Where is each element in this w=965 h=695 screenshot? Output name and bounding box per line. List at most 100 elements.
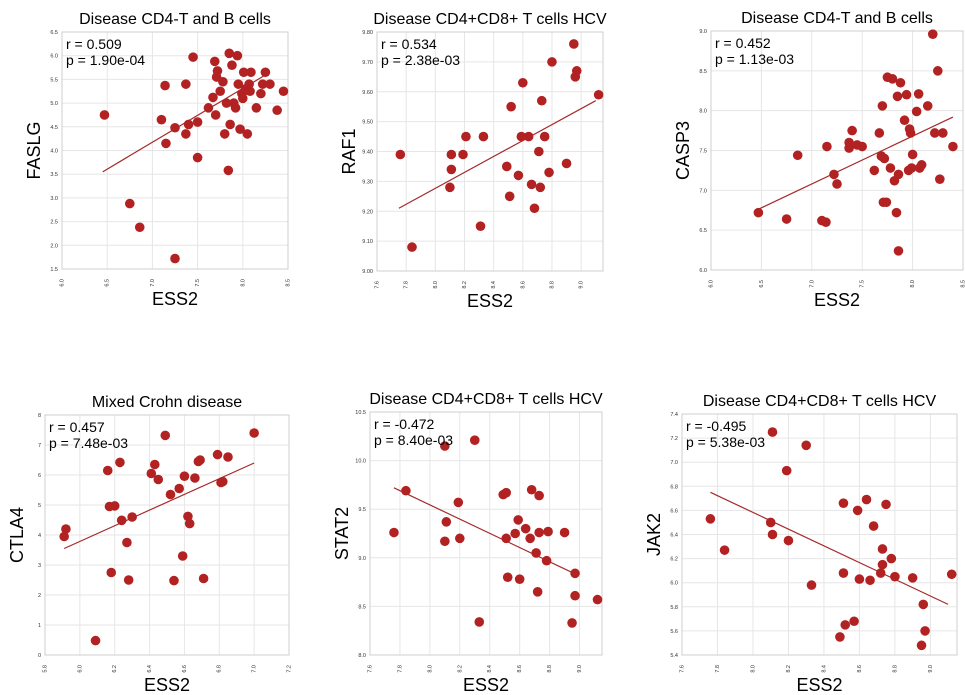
chart-title: Disease CD4+CD8+ T cells HCV [703,393,937,410]
y-tick-label: 6.0 [699,268,707,274]
data-point [212,449,223,460]
data-point [518,77,528,88]
data-point [232,50,243,61]
y-tick-label: 5.8 [670,605,678,611]
x-tick-label: 5.8 [42,665,48,673]
data-point [875,568,886,578]
data-point [918,599,929,610]
data-point [156,114,167,125]
x-tick-label: 8.0 [240,279,246,287]
stat-r: r = 0.457 [49,419,105,435]
data-point [801,440,811,451]
data-point [453,497,464,508]
data-point [877,101,888,111]
x-tick-label: 7.8 [404,281,410,289]
x-tick-label: 8.5 [960,280,965,288]
data-point [893,246,904,256]
data-point [440,441,450,451]
data-point [223,165,234,176]
y-tick-label: 9.70 [362,60,373,66]
data-point [245,86,255,97]
chart-title: Mixed Crohn disease [92,394,242,411]
data-point [513,170,524,181]
y-tick-label: 5 [38,503,41,509]
data-point [561,158,572,169]
plot-frame [61,31,289,270]
data-point [510,528,520,539]
x-tick-label: 6.0 [59,279,65,287]
scatter-panel-2: 7.6 7.8 8.0 8.2 8.4 8.6 8.8 9.0 9.00 9.10 9.20 9.30… [339,11,607,311]
x-tick-label: 8.0 [427,665,433,673]
data-point [857,141,867,152]
y-tick-label: 6.0 [670,581,678,587]
data-point [570,568,580,579]
y-tick-label: 9.50 [362,120,373,126]
regression-line [756,116,954,211]
data-point [116,515,127,526]
data-point [544,167,554,178]
data-point [278,86,289,97]
data-point [893,169,904,180]
data-point [929,128,940,138]
x-tick-label: 8.8 [549,281,555,289]
data-point [534,146,544,157]
y-tick-label: 4.5 [50,125,58,131]
data-point [916,160,927,170]
plot-frame [369,411,603,656]
data-point [174,483,184,494]
data-point [890,571,900,582]
y-tick-label: 10.5 [355,410,366,416]
y-tick-label: 4 [38,533,41,539]
y-tick-label: 8 [38,413,41,419]
data-point [933,66,943,76]
y-tick-label: 9.60 [362,90,373,96]
x-tick-label: 6.5 [759,280,765,288]
data-point [208,92,218,103]
data-point [125,198,135,209]
y-tick-label: 2 [38,593,41,599]
data-point [892,91,903,102]
data-point [102,465,113,476]
data-point [520,523,531,534]
data-point [218,76,228,87]
data-point [215,86,225,97]
data-point [783,535,794,546]
data-point [506,101,516,112]
data-point [217,476,228,487]
x-tick-label: 9.0 [928,665,934,673]
x-tick-label: 8.2 [462,281,468,289]
data-point [535,182,546,193]
y-tick-label: 9.30 [362,179,373,185]
data-point [221,98,232,108]
data-point [536,95,547,106]
y-tick-label: 7 [38,443,41,449]
data-point [822,141,832,152]
y-tick-label: 6.8 [670,484,678,490]
data-point [806,580,817,590]
data-point [233,79,244,89]
data-point [389,527,399,538]
y-tick-label: 10.0 [355,459,366,465]
y-tick-label: 2.5 [50,220,58,226]
data-point [504,191,515,202]
x-tick-label: 7.5 [860,280,866,288]
data-point [251,103,262,113]
stat-r: r = -0.495 [686,418,747,434]
x-axis-label: ESS2 [463,675,509,695]
data-point [192,117,203,127]
data-point [242,129,253,139]
data-point [188,52,198,62]
data-point [821,217,831,227]
x-tick-label: 6.6 [182,665,188,673]
y-tick-label: 6.5 [50,30,58,36]
data-point [203,103,214,113]
data-point [183,119,194,130]
data-point [478,131,489,142]
x-tick-label: 6.2 [112,665,118,673]
data-point [881,499,891,510]
data-point [879,153,890,164]
data-point [838,498,849,508]
y-tick-label: 7.5 [699,149,707,155]
data-point [246,67,256,78]
x-tick-label: 8.8 [547,665,553,673]
